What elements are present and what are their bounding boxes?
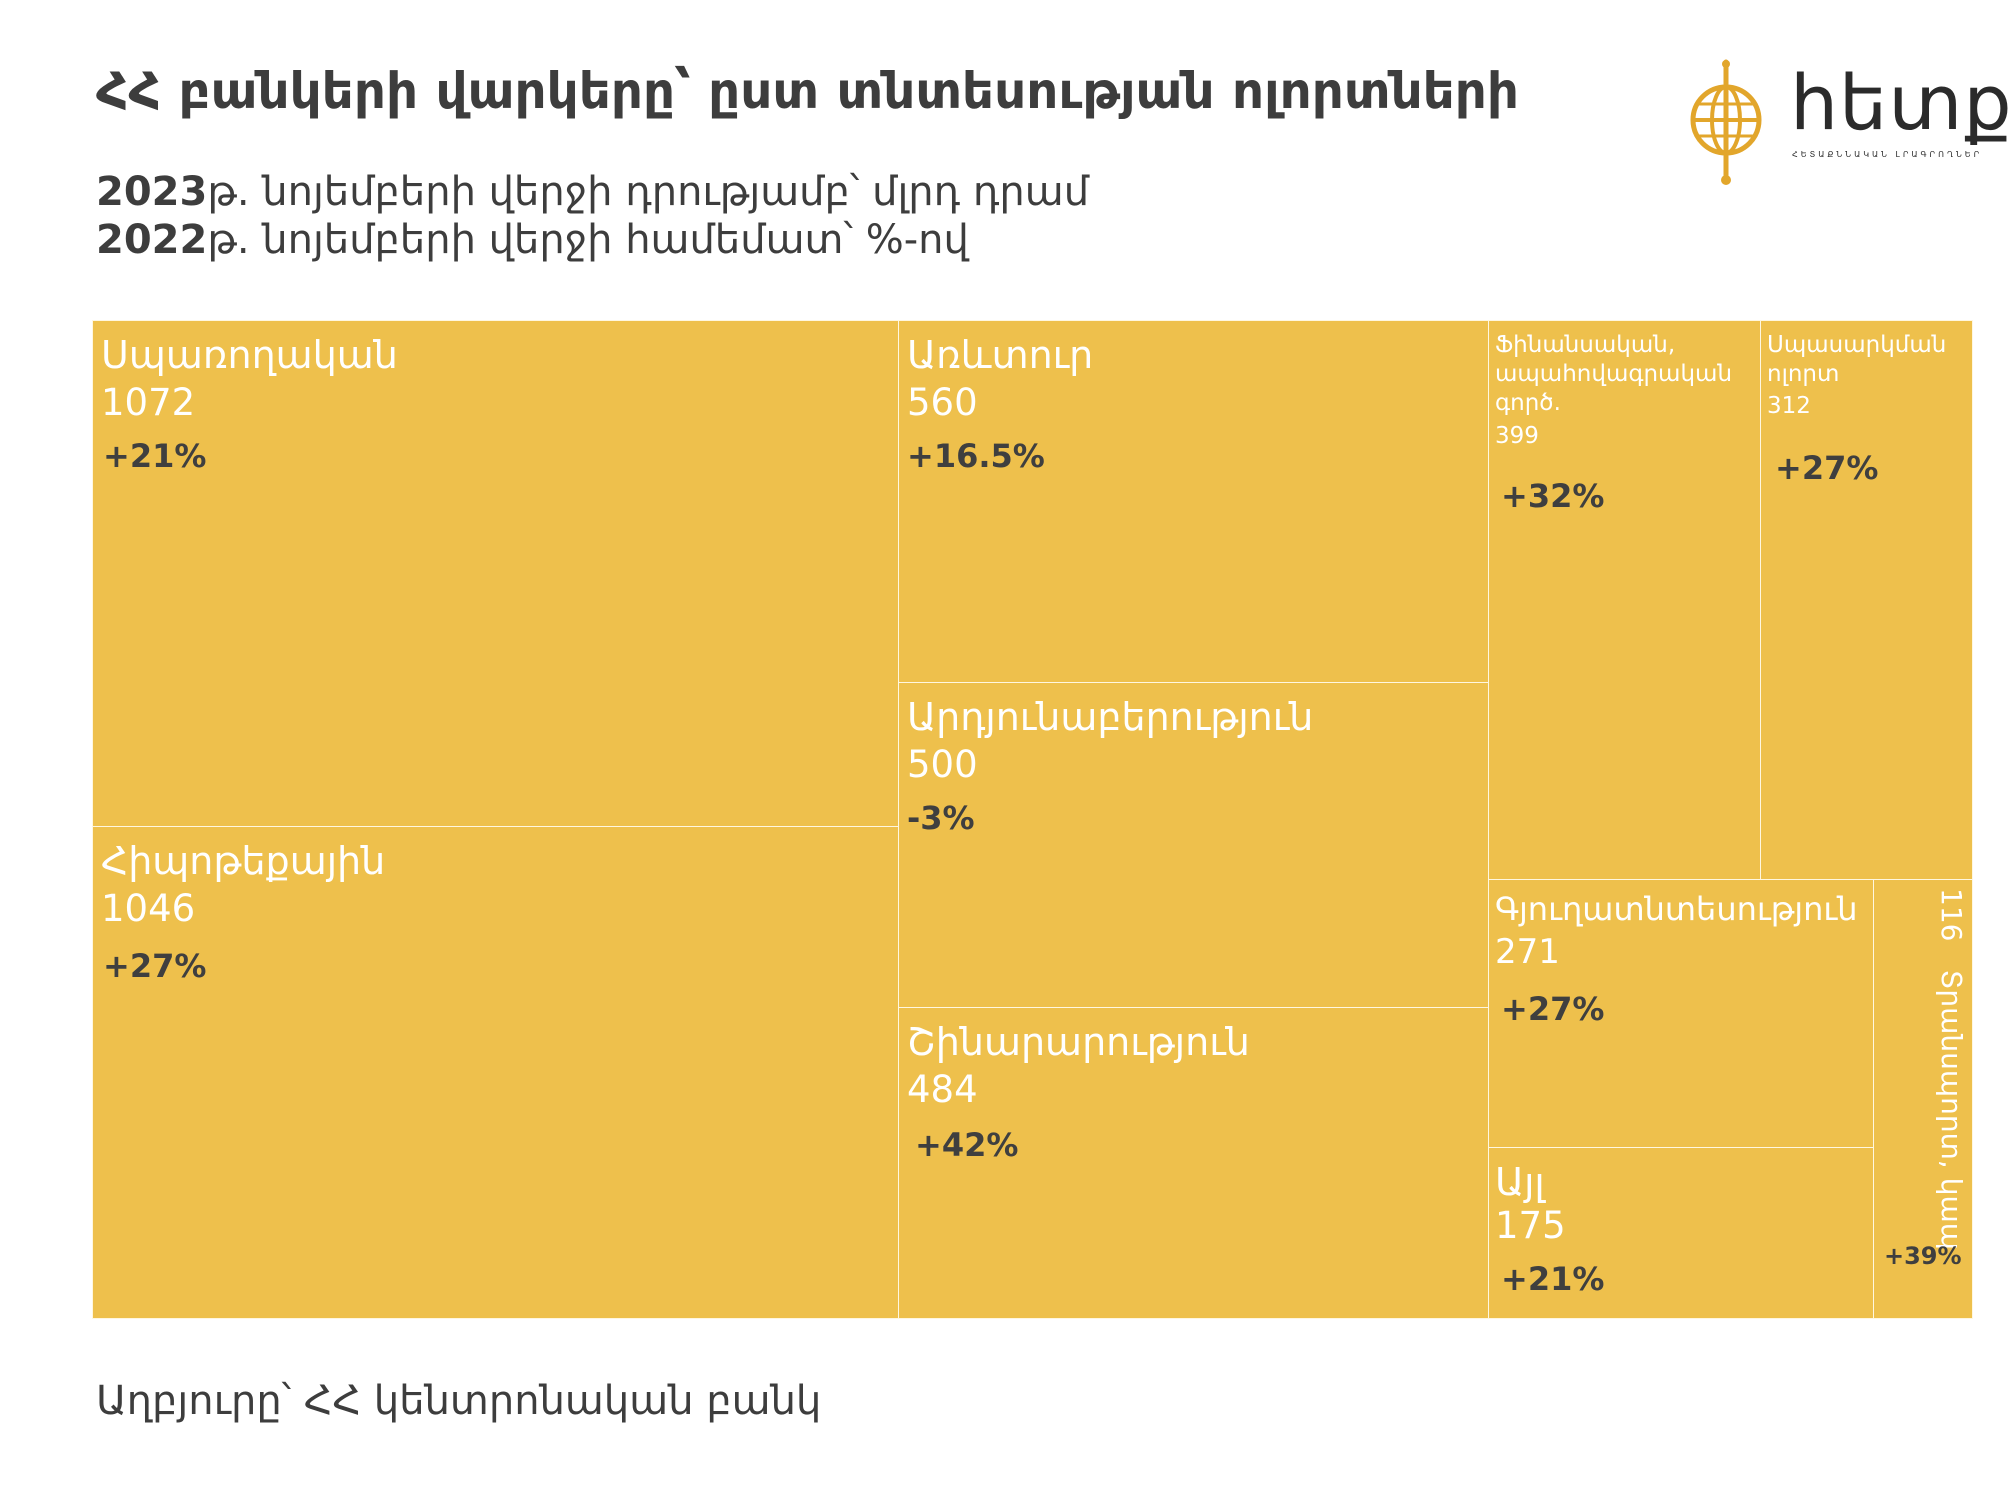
tile-change: +21%	[1501, 1260, 1605, 1298]
hetq-logo: hետք ՀԵՏԱՔՆՆԱԿԱՆ ԼՐԱԳՐՈՂՆԵՐ	[1686, 58, 2008, 188]
tile-construction: Շինարարություն 484 +42%	[898, 1007, 1489, 1319]
hetq-globe-icon	[1690, 59, 1762, 185]
tile-value: 399	[1495, 423, 1539, 449]
tile-value: 1072	[101, 381, 196, 424]
logo-wordmark: hետք	[1790, 58, 2008, 147]
tile-change: +27%	[1501, 990, 1605, 1028]
tile-value: 116	[1935, 888, 1968, 942]
tile-label: Սպասարկման ոլորտ	[1767, 332, 1947, 387]
tile-change: +16.5%	[907, 437, 1045, 475]
tile-label: Շինարարություն	[907, 1020, 1250, 1064]
tile-other: Այլ 175 +21%	[1488, 1147, 1874, 1319]
tile-transport: 116 Տրանսպորտ, կապ +39%	[1873, 879, 1973, 1319]
tile-label: Սպառողական	[101, 333, 398, 377]
tile-change: +42%	[915, 1126, 1019, 1164]
subtitle-line-2-text: թ. նոյեմբերի վերջի համեմատ՝ %-ով	[207, 217, 969, 263]
tile-finance: Ֆինանսական, ապահովագրական գործ. 399 +32%	[1488, 320, 1761, 880]
tile-change: -3%	[907, 799, 975, 837]
tile-value: 1046	[101, 887, 196, 930]
logo-tagline: ՀԵՏԱՔՆՆԱԿԱՆ ԼՐԱԳՐՈՂՆԵՐ	[1792, 150, 1983, 159]
tile-mortgage: Հիպոթեքային 1046 +27%	[92, 826, 899, 1319]
tile-consumer: Սպառողական 1072 +21%	[92, 320, 899, 827]
tile-label: Առևտուր	[907, 333, 1094, 377]
tile-value: 484	[907, 1068, 978, 1111]
tile-value: 312	[1767, 393, 1811, 419]
tile-trade: Առևտուր 560 +16.5%	[898, 320, 1489, 683]
subtitle-line-2: 2022թ. նոյեմբերի վերջի համեմատ՝ %-ով	[96, 216, 1089, 264]
tile-label: Այլ	[1495, 1160, 1545, 1204]
tile-agriculture: Գյուղատնտեսություն 271 +27%	[1488, 879, 1874, 1148]
subtitle-year-2022: 2022	[96, 217, 208, 263]
chart-title: ՀՀ բանկերի վարկերը՝ ըստ տնտեսության ոլոր…	[96, 62, 1520, 120]
treemap: Սպառողական 1072 +21% Հիպոթեքային 1046 +2…	[92, 320, 1973, 1319]
tile-label: Հիպոթեքային	[101, 839, 386, 883]
tile-change: +21%	[103, 437, 207, 475]
tile-value: 560	[907, 381, 978, 424]
tile-change: +39%	[1884, 1242, 1962, 1270]
tile-value: 175	[1495, 1204, 1566, 1247]
tile-value: 500	[907, 743, 978, 786]
tile-industry: Արդյունաբերություն 500 -3%	[898, 682, 1489, 1008]
tile-change: +27%	[1775, 449, 1879, 487]
tile-label: Ֆինանսական, ապահովագրական գործ.	[1495, 332, 1733, 416]
tile-label-vertical: 116 Տրանսպորտ, կապ	[1935, 888, 1968, 1250]
subtitle-line-1: 2023թ. նոյեմբերի վերջի դրությամբ՝ մլրդ դ…	[96, 168, 1089, 216]
tile-change: +27%	[103, 947, 207, 985]
tile-value: 271	[1495, 932, 1560, 972]
tile-services: Սպասարկման ոլորտ 312 +27%	[1760, 320, 1973, 880]
tile-label: Գյուղատնտեսություն	[1495, 890, 1858, 928]
chart-subtitle: 2023թ. նոյեմբերի վերջի դրությամբ՝ մլրդ դ…	[96, 168, 1089, 264]
tile-label: Տրանսպորտ, կապ	[1935, 969, 1968, 1251]
tile-label: Արդյունաբերություն	[907, 695, 1314, 739]
chart-source: Աղբյուրը՝ ՀՀ կենտրոնական բանկ	[96, 1378, 822, 1424]
tile-change: +32%	[1501, 477, 1605, 515]
subtitle-line-1-text: թ. նոյեմբերի վերջի դրությամբ՝ մլրդ դրամ	[207, 169, 1090, 215]
subtitle-year-2023: 2023	[96, 169, 208, 215]
